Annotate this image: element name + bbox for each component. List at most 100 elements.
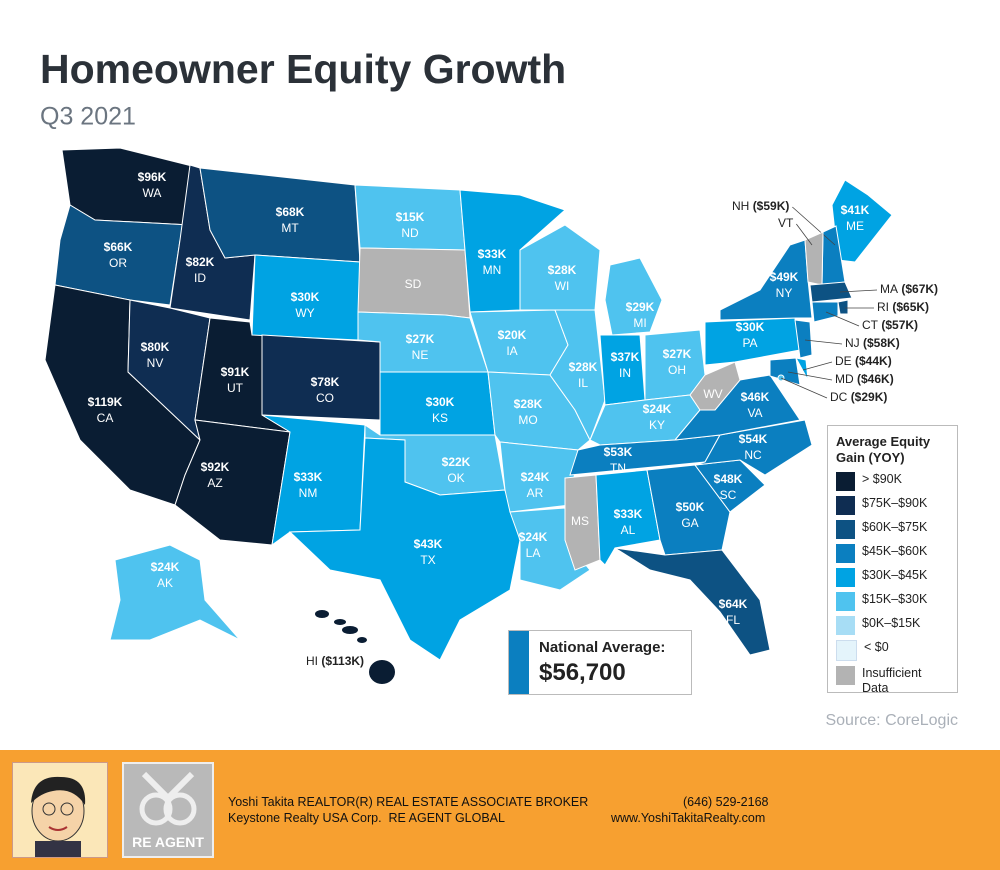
website: www.YoshiTakitaRealty.com xyxy=(611,811,766,825)
legend-label: Insufficient Data xyxy=(862,666,922,695)
legend-item: < $0 xyxy=(836,640,949,661)
state-value: $64K xyxy=(719,597,748,611)
state-value: $22K xyxy=(442,455,471,469)
legend-item: > $90K xyxy=(836,472,949,491)
state-shape xyxy=(549,309,606,442)
state-value: $30K xyxy=(736,320,765,334)
state-value: $28K xyxy=(548,263,577,277)
state-abbr: MN xyxy=(483,263,502,277)
state-abbr: OH xyxy=(668,363,686,377)
callout-value: ($113K) xyxy=(321,654,364,668)
state-value: $54K xyxy=(739,432,768,446)
state-abbr: NM xyxy=(299,486,318,500)
callout-label: RI ($65K) xyxy=(877,300,929,314)
state-abbr: PA xyxy=(742,336,757,350)
callout-label: DC ($29K) xyxy=(830,390,887,404)
legend-label: $60K–$75K xyxy=(862,520,928,534)
legend-item: $45K–$60K xyxy=(836,544,949,563)
state-value: $92K xyxy=(201,460,230,474)
state-abbr: KY xyxy=(649,418,665,432)
callout-abbr: NH xyxy=(732,199,749,213)
phone: (646) 529-2168 xyxy=(683,795,769,809)
state-abbr: MS xyxy=(571,514,589,528)
callout-abbr: RI xyxy=(877,300,889,314)
state-value: $28K xyxy=(569,360,598,374)
callout-value: ($29K) xyxy=(851,390,888,404)
state-shape xyxy=(794,319,813,359)
company: Keystone Realty USA Corp. RE AGENT GLOBA… xyxy=(228,811,505,825)
state-abbr: ME xyxy=(846,219,864,233)
state-value: $24K xyxy=(521,470,550,484)
legend-label: $0K–$15K xyxy=(862,616,921,630)
state-value: $50K xyxy=(676,500,705,514)
legend-item: $30K–$45K xyxy=(836,568,949,587)
legend-swatch xyxy=(836,544,855,563)
state-value: $15K xyxy=(396,210,425,224)
state-shape xyxy=(174,419,291,546)
state-value: $78K xyxy=(311,375,340,389)
state-abbr: CA xyxy=(97,411,114,425)
state-abbr: AZ xyxy=(207,476,222,490)
state-abbr: WV xyxy=(703,387,722,401)
state-shape xyxy=(499,441,579,513)
legend: Average Equity Gain (YOY) > $90K $75K–$90… xyxy=(827,425,958,696)
state-shape xyxy=(342,626,358,634)
state-abbr: AL xyxy=(621,523,636,537)
callout-abbr: MA xyxy=(880,282,898,296)
state-shape xyxy=(769,357,801,386)
state-abbr: AR xyxy=(527,486,544,500)
logo: RE AGENT xyxy=(122,762,214,858)
state-abbr: SC xyxy=(720,488,737,502)
state-value: $53K xyxy=(604,445,633,459)
state-shape xyxy=(809,281,853,303)
state-abbr: OK xyxy=(447,471,464,485)
state-abbr: LA xyxy=(526,546,541,560)
legend-label: $30K–$45K xyxy=(862,568,928,582)
callout-label: MA ($67K) xyxy=(880,282,938,296)
legend-label: $15K–$30K xyxy=(862,592,928,606)
state-value: $33K xyxy=(478,247,507,261)
callout-abbr: NJ xyxy=(845,336,860,350)
state-value: $91K xyxy=(221,365,250,379)
state-value: $28K xyxy=(514,397,543,411)
state-shape xyxy=(334,619,346,625)
state-abbr: WI xyxy=(555,279,570,293)
legend-title: Average Equity Gain (YOY) xyxy=(836,434,931,465)
state-value: $20K xyxy=(498,328,527,342)
state-value: $33K xyxy=(614,507,643,521)
state-value: $29K xyxy=(626,300,655,314)
callout-value: ($44K) xyxy=(855,354,892,368)
legend-label: $45K–$60K xyxy=(862,544,928,558)
state-shape xyxy=(109,544,241,641)
callout-abbr: DC xyxy=(830,390,848,404)
title: Homeowner Equity Growth xyxy=(40,46,566,92)
state-shape xyxy=(689,361,741,411)
state-value: $24K xyxy=(643,402,672,416)
callout-value: ($46K) xyxy=(857,372,894,386)
legend-item: $0K–$15K xyxy=(836,616,949,635)
national-label: National Average: xyxy=(539,639,666,656)
legend-label: > $90K xyxy=(862,472,902,486)
callout-line xyxy=(802,361,833,371)
state-abbr: MT xyxy=(281,221,299,235)
callout-abbr: CT xyxy=(862,318,879,332)
callout-value: ($57K) xyxy=(881,318,918,332)
state-value: $46K xyxy=(741,390,770,404)
legend-item: $75K–$90K xyxy=(836,496,949,515)
legend-items: > $90K $75K–$90K $60K–$75K $45K–$60K $30K–$4… xyxy=(836,472,949,696)
state-abbr: TN xyxy=(610,461,626,475)
callout-label: DE ($44K) xyxy=(835,354,892,368)
state-shape xyxy=(804,231,824,286)
state-abbr: GA xyxy=(681,516,698,530)
state-abbr: SD xyxy=(405,277,422,291)
state-abbr: ID xyxy=(194,271,206,285)
callout-line xyxy=(804,339,843,345)
national-average: National Average: $56,700 xyxy=(508,630,692,695)
callout-label: HI ($113K) xyxy=(306,654,364,668)
callout-value: ($59K) xyxy=(753,199,790,213)
legend-item: $15K–$30K xyxy=(836,592,949,611)
callout-label: NH ($59K) xyxy=(732,199,789,213)
state-shape xyxy=(288,437,521,661)
source: Source: CoreLogic xyxy=(825,712,958,729)
